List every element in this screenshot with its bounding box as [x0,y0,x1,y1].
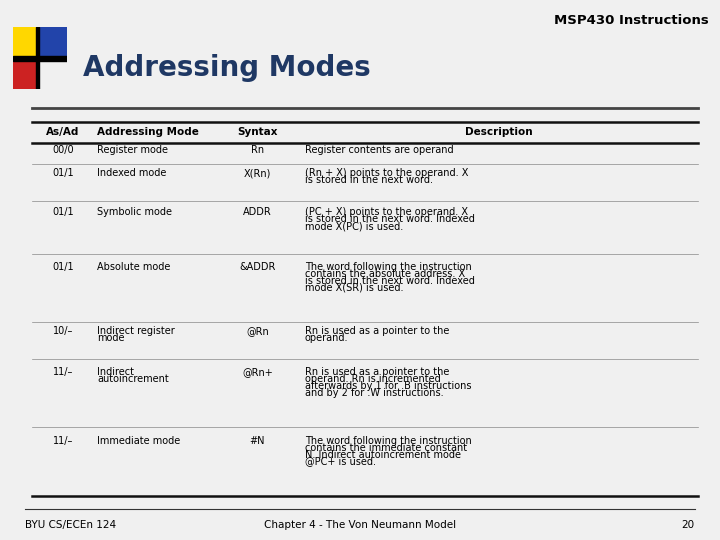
Text: Description: Description [465,127,532,137]
Text: The word following the instruction: The word following the instruction [305,436,472,446]
Text: operand. Rn is incremented: operand. Rn is incremented [305,374,441,384]
Text: is stored in the next word. Indexed: is stored in the next word. Indexed [305,276,474,286]
Text: 01/1: 01/1 [52,207,74,217]
Text: N. Indirect autoincrement mode: N. Indirect autoincrement mode [305,450,461,460]
Text: (PC + X) points to the operand. X: (PC + X) points to the operand. X [305,207,467,217]
Text: The word following the instruction: The word following the instruction [305,262,472,272]
Text: &ADDR: &ADDR [239,262,276,272]
Text: Addressing Modes: Addressing Modes [83,54,371,82]
Text: #N: #N [250,436,265,446]
Text: afterwards by 1 for .B instructions: afterwards by 1 for .B instructions [305,381,471,391]
Text: mode: mode [97,333,125,343]
Bar [13,27,37,58]
Text: mode X(PC) is used.: mode X(PC) is used. [305,221,402,231]
Text: 11/–: 11/– [53,367,73,377]
Text: Indirect register: Indirect register [97,326,175,336]
Bar [37,27,67,58]
Text: Rn: Rn [251,145,264,156]
Bar [13,56,67,60]
Text: Symbolic mode: Symbolic mode [97,207,172,217]
Text: Register contents are operand: Register contents are operand [305,145,453,156]
Text: ADDR: ADDR [243,207,271,217]
Text: X(Rn): X(Rn) [243,168,271,178]
Text: mode X(SR) is used.: mode X(SR) is used. [305,283,403,293]
Text: 10/–: 10/– [53,326,73,336]
Text: Indexed mode: Indexed mode [97,168,166,178]
Text: Register mode: Register mode [97,145,168,156]
Text: 20: 20 [682,520,695,530]
Text: Indirect: Indirect [97,367,134,377]
Text: Rn is used as a pointer to the: Rn is used as a pointer to the [305,367,449,377]
Text: As/Ad: As/Ad [46,127,80,137]
Text: Syntax: Syntax [237,127,278,137]
Text: @PC+ is used.: @PC+ is used. [305,457,376,467]
Text: operand.: operand. [305,333,348,343]
Text: 00/0: 00/0 [52,145,74,156]
Text: autoincrement: autoincrement [97,374,169,384]
Text: 01/1: 01/1 [52,262,74,272]
Text: @Rn: @Rn [246,326,269,336]
Text: contains the absolute address. X: contains the absolute address. X [305,269,464,279]
Text: Addressing Mode: Addressing Mode [97,127,199,137]
Text: Absolute mode: Absolute mode [97,262,171,272]
Bar [36,27,40,89]
Text: is stored in the next word. Indexed: is stored in the next word. Indexed [305,214,474,224]
Bar [13,58,37,89]
Text: Immediate mode: Immediate mode [97,436,181,446]
Text: (Rn + X) points to the operand. X: (Rn + X) points to the operand. X [305,168,468,178]
Text: 11/–: 11/– [53,436,73,446]
Text: Chapter 4 - The Von Neumann Model: Chapter 4 - The Von Neumann Model [264,520,456,530]
Text: @Rn+: @Rn+ [242,367,273,377]
Text: contains the immediate constant: contains the immediate constant [305,443,467,453]
Text: Rn is used as a pointer to the: Rn is used as a pointer to the [305,326,449,336]
Text: 01/1: 01/1 [52,168,74,178]
Text: is stored in the next word.: is stored in the next word. [305,176,433,185]
Text: BYU CS/ECEn 124: BYU CS/ECEn 124 [25,520,117,530]
Text: MSP430 Instructions: MSP430 Instructions [554,14,709,26]
Text: and by 2 for .W instructions.: and by 2 for .W instructions. [305,388,444,398]
